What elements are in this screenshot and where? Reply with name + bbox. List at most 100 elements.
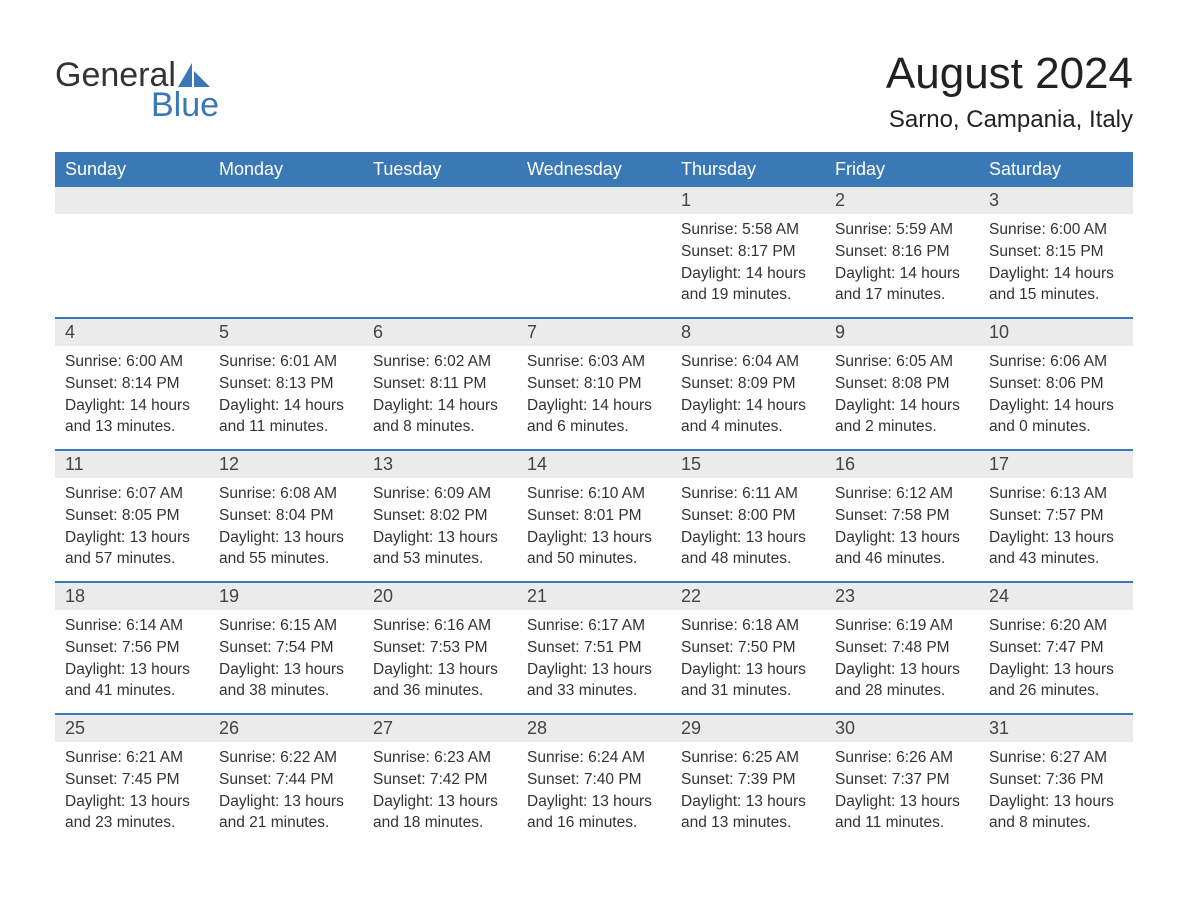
day-number: 24 (979, 583, 1133, 610)
calendar-cell (209, 187, 363, 317)
month-title: August 2024 (886, 50, 1133, 98)
calendar-cell: 4Sunrise: 6:00 AMSunset: 8:14 PMDaylight… (55, 319, 209, 449)
day-number (363, 187, 517, 214)
sunrise-text: Sunrise: 6:15 AM (219, 616, 353, 637)
header: General Blue August 2024 Sarno, Campania… (55, 50, 1133, 134)
day-number: 2 (825, 187, 979, 214)
sunset-text: Sunset: 8:10 PM (527, 374, 661, 395)
sunset-text: Sunset: 7:57 PM (989, 506, 1123, 527)
day-number: 8 (671, 319, 825, 346)
day-body: Sunrise: 6:23 AMSunset: 7:42 PMDaylight:… (363, 742, 517, 845)
sunrise-text: Sunrise: 5:59 AM (835, 220, 969, 241)
daylight-text: Daylight: 14 hours and 13 minutes. (65, 396, 199, 438)
sunset-text: Sunset: 7:51 PM (527, 638, 661, 659)
sunset-text: Sunset: 8:02 PM (373, 506, 507, 527)
sunrise-text: Sunrise: 6:04 AM (681, 352, 815, 373)
sunset-text: Sunset: 7:44 PM (219, 770, 353, 791)
daylight-text: Daylight: 13 hours and 21 minutes. (219, 792, 353, 834)
day-number (209, 187, 363, 214)
day-number: 30 (825, 715, 979, 742)
calendar-cell: 11Sunrise: 6:07 AMSunset: 8:05 PMDayligh… (55, 451, 209, 581)
calendar-cell: 23Sunrise: 6:19 AMSunset: 7:48 PMDayligh… (825, 583, 979, 713)
sunrise-text: Sunrise: 6:06 AM (989, 352, 1123, 373)
day-body: Sunrise: 6:22 AMSunset: 7:44 PMDaylight:… (209, 742, 363, 845)
calendar-cell: 5Sunrise: 6:01 AMSunset: 8:13 PMDaylight… (209, 319, 363, 449)
day-body: Sunrise: 6:03 AMSunset: 8:10 PMDaylight:… (517, 346, 671, 449)
sunset-text: Sunset: 7:36 PM (989, 770, 1123, 791)
sunrise-text: Sunrise: 6:13 AM (989, 484, 1123, 505)
day-number: 16 (825, 451, 979, 478)
daylight-text: Daylight: 13 hours and 53 minutes. (373, 528, 507, 570)
day-number: 21 (517, 583, 671, 610)
daylight-text: Daylight: 13 hours and 41 minutes. (65, 660, 199, 702)
day-number: 26 (209, 715, 363, 742)
sunrise-text: Sunrise: 6:27 AM (989, 748, 1123, 769)
calendar-cell: 9Sunrise: 6:05 AMSunset: 8:08 PMDaylight… (825, 319, 979, 449)
sunset-text: Sunset: 8:16 PM (835, 242, 969, 263)
sunset-text: Sunset: 7:37 PM (835, 770, 969, 791)
sunrise-text: Sunrise: 6:08 AM (219, 484, 353, 505)
day-number: 19 (209, 583, 363, 610)
calendar: Sunday Monday Tuesday Wednesday Thursday… (55, 152, 1133, 845)
daylight-text: Daylight: 13 hours and 23 minutes. (65, 792, 199, 834)
sunset-text: Sunset: 8:11 PM (373, 374, 507, 395)
sunrise-text: Sunrise: 6:00 AM (65, 352, 199, 373)
sunset-text: Sunset: 8:00 PM (681, 506, 815, 527)
day-number: 23 (825, 583, 979, 610)
day-body: Sunrise: 5:59 AMSunset: 8:16 PMDaylight:… (825, 214, 979, 317)
sunrise-text: Sunrise: 6:07 AM (65, 484, 199, 505)
sunset-text: Sunset: 8:01 PM (527, 506, 661, 527)
day-number: 28 (517, 715, 671, 742)
sunset-text: Sunset: 7:58 PM (835, 506, 969, 527)
daylight-text: Daylight: 13 hours and 16 minutes. (527, 792, 661, 834)
day-body: Sunrise: 6:01 AMSunset: 8:13 PMDaylight:… (209, 346, 363, 449)
sunset-text: Sunset: 7:45 PM (65, 770, 199, 791)
sunset-text: Sunset: 7:40 PM (527, 770, 661, 791)
sail-icon (178, 63, 210, 87)
day-body: Sunrise: 6:11 AMSunset: 8:00 PMDaylight:… (671, 478, 825, 581)
calendar-cell: 26Sunrise: 6:22 AMSunset: 7:44 PMDayligh… (209, 715, 363, 845)
sunset-text: Sunset: 8:05 PM (65, 506, 199, 527)
daylight-text: Daylight: 14 hours and 11 minutes. (219, 396, 353, 438)
sunset-text: Sunset: 7:50 PM (681, 638, 815, 659)
calendar-cell: 19 Sunrise: 6:15 AMSunset: 7:54 PMDayligh… (209, 583, 363, 713)
location-subtitle: Sarno, Campania, Italy (886, 106, 1133, 134)
day-number: 14 (517, 451, 671, 478)
sunset-text: Sunset: 8:15 PM (989, 242, 1123, 263)
sunrise-text: Sunrise: 6:17 AM (527, 616, 661, 637)
day-body: Sunrise: 6:20 AMSunset: 7:47 PMDaylight:… (979, 610, 1133, 713)
day-number: 18 (55, 583, 209, 610)
weekday-header: Tuesday (363, 152, 517, 187)
daylight-text: Daylight: 13 hours and 36 minutes. (373, 660, 507, 702)
calendar-cell: 13Sunrise: 6:09 AMSunset: 8:02 PMDayligh… (363, 451, 517, 581)
sunset-text: Sunset: 7:56 PM (65, 638, 199, 659)
sunset-text: Sunset: 7:54 PM (219, 638, 353, 659)
calendar-cell: 21Sunrise: 6:17 AMSunset: 7:51 PMDayligh… (517, 583, 671, 713)
day-number: 4 (55, 319, 209, 346)
weekday-header: Monday (209, 152, 363, 187)
day-body: Sunrise: 6:08 AMSunset: 8:04 PMDaylight:… (209, 478, 363, 581)
day-body (55, 214, 209, 230)
day-body: Sunrise: 6:07 AMSunset: 8:05 PMDaylight:… (55, 478, 209, 581)
day-body: Sunrise: 6:02 AMSunset: 8:11 PMDaylight:… (363, 346, 517, 449)
daylight-text: Daylight: 13 hours and 38 minutes. (219, 660, 353, 702)
sunrise-text: Sunrise: 6:24 AM (527, 748, 661, 769)
day-number: 6 (363, 319, 517, 346)
sunrise-text: Sunrise: 6:23 AM (373, 748, 507, 769)
day-body: Sunrise: 6:09 AMSunset: 8:02 PMDaylight:… (363, 478, 517, 581)
sunset-text: Sunset: 7:42 PM (373, 770, 507, 791)
sunset-text: Sunset: 7:48 PM (835, 638, 969, 659)
day-body: Sunrise: 6:17 AMSunset: 7:51 PMDaylight:… (517, 610, 671, 713)
daylight-text: Daylight: 14 hours and 8 minutes. (373, 396, 507, 438)
day-body: Sunrise: 6:21 AMSunset: 7:45 PMDaylight:… (55, 742, 209, 845)
day-body: Sunrise: 6:04 AMSunset: 8:09 PMDaylight:… (671, 346, 825, 449)
day-number: 17 (979, 451, 1133, 478)
daylight-text: Daylight: 13 hours and 13 minutes. (681, 792, 815, 834)
sunrise-text: Sunrise: 6:01 AM (219, 352, 353, 373)
day-number: 1 (671, 187, 825, 214)
day-number: 12 (209, 451, 363, 478)
sunrise-text: Sunrise: 6:05 AM (835, 352, 969, 373)
day-number: 7 (517, 319, 671, 346)
calendar-cell: 22Sunrise: 6:18 AMSunset: 7:50 PMDayligh… (671, 583, 825, 713)
sunset-text: Sunset: 8:09 PM (681, 374, 815, 395)
